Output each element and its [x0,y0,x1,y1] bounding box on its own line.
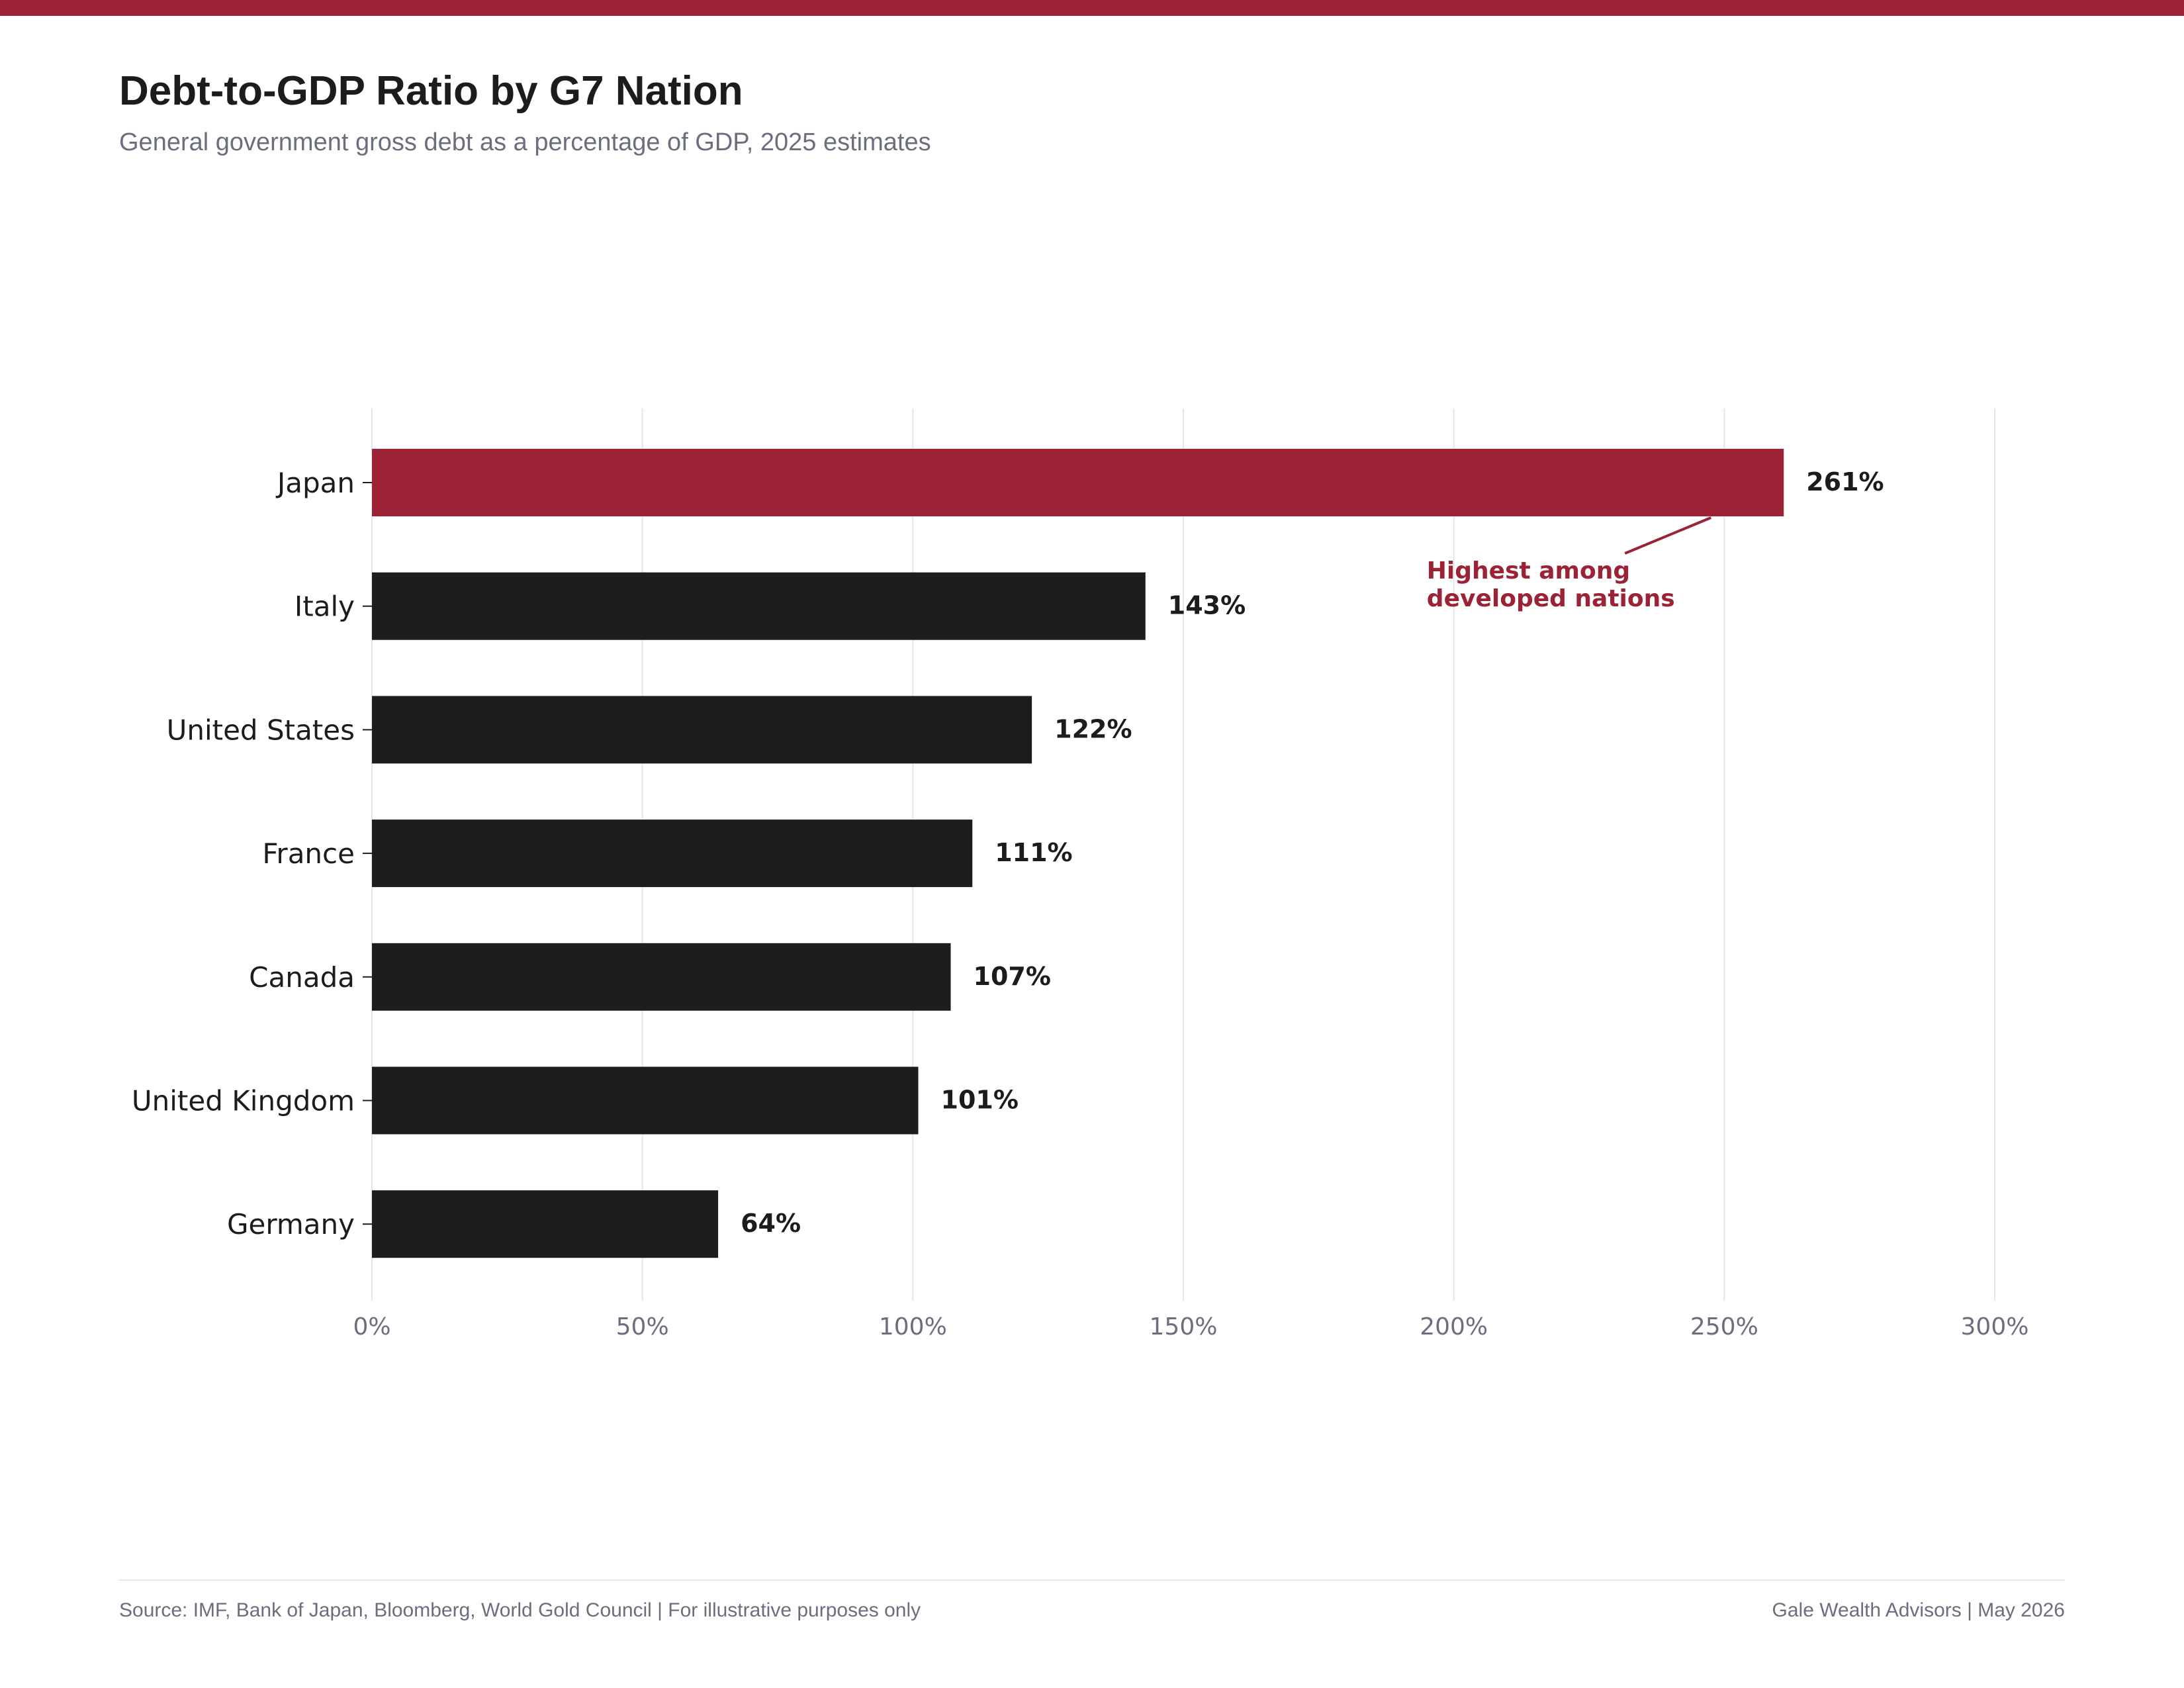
x-tick-label: 250% [1690,1313,1758,1340]
footer-divider [119,1579,2065,1581]
bar-united-states [372,696,1032,764]
x-tick-label: 100% [879,1313,947,1340]
chart-subtitle: General government gross debt as a perce… [119,128,931,156]
value-label: 64% [741,1209,801,1238]
bar-canada [372,943,951,1011]
x-tick-label: 0% [353,1313,390,1340]
category-label: Canada [249,961,355,994]
chart-title: Debt-to-GDP Ratio by G7 Nation [119,68,743,114]
x-tick-label: 200% [1420,1313,1488,1340]
footer-source: Source: IMF, Bank of Japan, Bloomberg, W… [119,1599,921,1621]
annotation-leader-line [1624,516,1712,555]
bar-italy [372,572,1146,640]
annotation-text: Highest among [1427,557,1630,585]
bar-france [372,820,973,888]
annotation-text: developed nations [1427,585,1675,612]
bar-japan [372,449,1784,516]
value-label: 261% [1806,467,1884,496]
x-tick-label: 50% [616,1313,669,1340]
category-label: United Kingdom [132,1085,355,1117]
value-label: 107% [974,962,1051,991]
category-label: Japan [275,467,355,499]
footer-credit: Gale Wealth Advisors | May 2026 [1772,1599,2065,1621]
value-label: 111% [995,838,1072,867]
x-tick-label: 150% [1150,1313,1218,1340]
value-label: 143% [1168,591,1246,620]
bar-germany [372,1190,719,1258]
value-label: 101% [941,1086,1019,1115]
accent-top-bar [0,0,2184,16]
category-label: United States [167,714,355,746]
category-label: France [262,837,355,870]
category-label: Germany [227,1208,355,1241]
value-label: 122% [1054,714,1132,743]
category-label: Italy [295,590,355,623]
bar-united-kingdom [372,1066,919,1135]
x-tick-label: 300% [1961,1313,2029,1340]
